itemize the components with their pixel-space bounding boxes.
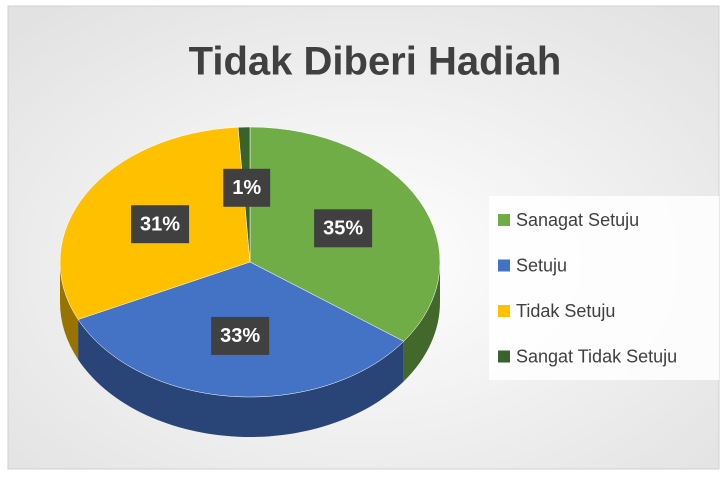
legend-swatch <box>498 214 510 226</box>
chart-title: Tidak Diberi Hadiah <box>189 40 562 84</box>
legend-label: Setuju <box>516 255 567 275</box>
slice-side <box>78 319 404 437</box>
data-label-box <box>223 168 271 207</box>
legend-label: Sangat Tidak Setuju <box>516 346 677 366</box>
legend-swatch <box>498 350 510 363</box>
data-label-box <box>131 205 190 244</box>
slice-side <box>403 262 440 382</box>
legend-label: Sanagat Setuju <box>516 210 639 230</box>
data-label-text: 1% <box>232 177 261 199</box>
data-label: 33% <box>211 316 270 355</box>
slice-side <box>60 262 79 360</box>
data-label-text: 31% <box>140 213 180 235</box>
data-label: 35% <box>314 209 373 248</box>
data-label-text: 33% <box>220 325 260 347</box>
legend-label: Tidak Setuju <box>516 301 615 321</box>
data-label-box <box>211 316 270 355</box>
data-label: 1% <box>223 168 271 207</box>
legend-swatch <box>498 305 510 317</box>
data-label-box <box>314 209 373 248</box>
legend-box <box>489 196 719 380</box>
legend-swatch <box>498 259 510 272</box>
data-label-text: 35% <box>323 218 363 240</box>
data-label: 31% <box>131 205 190 244</box>
